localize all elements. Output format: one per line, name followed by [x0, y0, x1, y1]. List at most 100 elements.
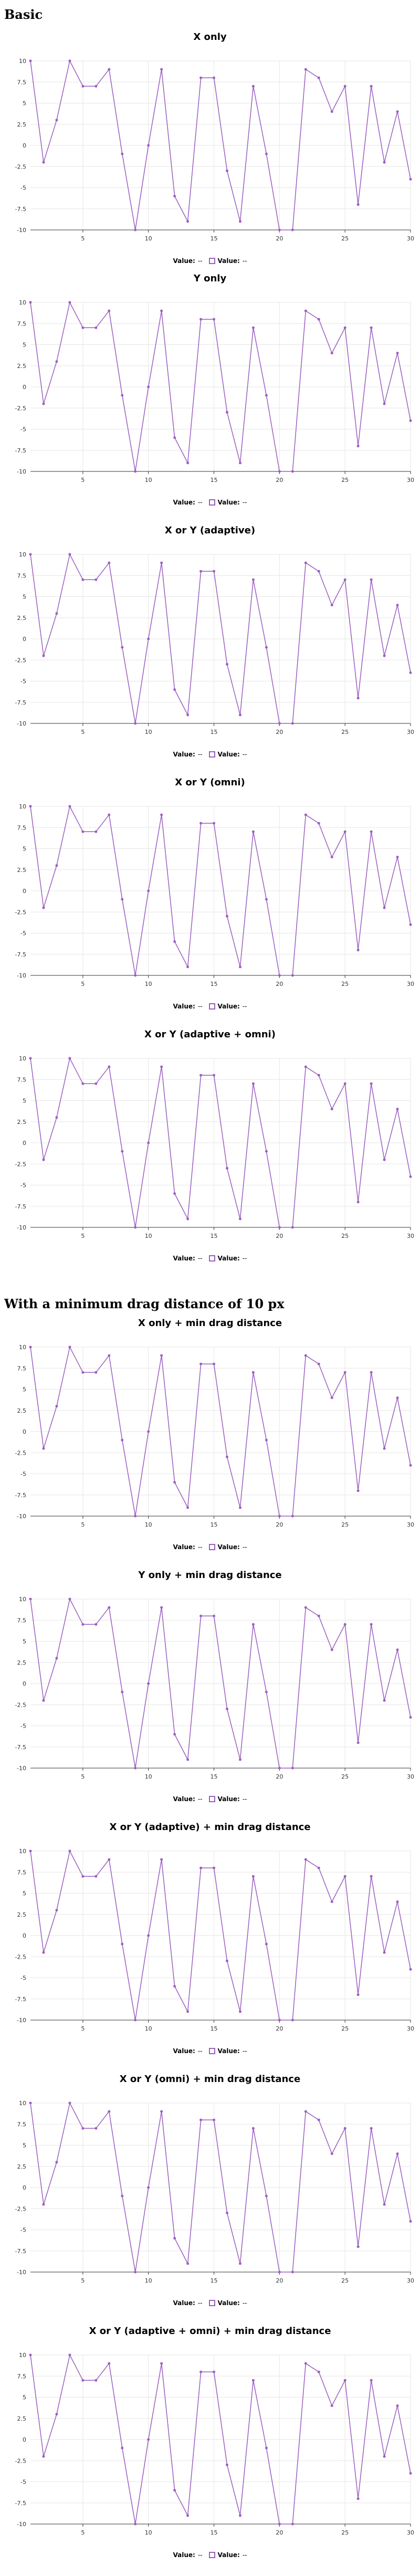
data-point[interactable] — [396, 352, 399, 355]
data-point[interactable] — [94, 1623, 98, 1626]
data-point[interactable] — [251, 2127, 255, 2130]
data-point[interactable] — [291, 1515, 294, 1518]
data-point[interactable] — [383, 402, 386, 405]
data-point[interactable] — [304, 561, 307, 564]
data-point[interactable] — [330, 856, 333, 859]
line-chart[interactable]: 10 7.5 5 2.5 0 -2.5 -5 -7.5 -10 5 10 15 20 25 30 — [0, 51, 420, 251]
data-point[interactable] — [147, 637, 150, 640]
data-point[interactable] — [186, 1506, 190, 1509]
data-point[interactable] — [68, 1345, 71, 1349]
data-point[interactable] — [108, 1065, 111, 1068]
data-point[interactable] — [68, 1849, 71, 1853]
data-point[interactable] — [356, 1993, 360, 1996]
data-point[interactable] — [55, 864, 58, 867]
data-point[interactable] — [317, 318, 320, 321]
data-point[interactable] — [29, 2101, 32, 2105]
data-point[interactable] — [213, 76, 216, 79]
data-point[interactable] — [55, 1116, 58, 1119]
data-point[interactable] — [238, 2010, 242, 2013]
data-point[interactable] — [68, 301, 71, 304]
data-point[interactable] — [200, 318, 203, 321]
data-point[interactable] — [42, 654, 45, 657]
data-point[interactable] — [213, 2370, 216, 2373]
data-point[interactable] — [147, 1430, 150, 1433]
data-point[interactable] — [108, 2110, 111, 2113]
data-point[interactable] — [396, 856, 399, 859]
data-point[interactable] — [251, 830, 255, 833]
data-point[interactable] — [291, 1767, 294, 1770]
data-point[interactable] — [265, 1438, 268, 1442]
data-point[interactable] — [42, 1158, 45, 1161]
data-point[interactable] — [396, 1648, 399, 1652]
data-point[interactable] — [317, 2118, 320, 2121]
data-point[interactable] — [409, 1716, 412, 1719]
data-point[interactable] — [42, 1951, 45, 1954]
data-point[interactable] — [186, 1217, 190, 1221]
data-point[interactable] — [265, 1942, 268, 1946]
data-point[interactable] — [29, 1849, 32, 1853]
data-point[interactable] — [317, 1866, 320, 1869]
legend-series-value[interactable]: Value: -- — [208, 256, 247, 266]
data-point[interactable] — [343, 1082, 346, 1085]
data-point[interactable] — [108, 68, 111, 71]
data-point[interactable] — [121, 1690, 124, 1694]
data-point[interactable] — [278, 2018, 281, 2022]
data-point[interactable] — [200, 1866, 203, 1869]
data-point[interactable] — [160, 309, 163, 312]
data-point[interactable] — [330, 352, 333, 355]
data-point[interactable] — [29, 805, 32, 808]
data-point[interactable] — [396, 2152, 399, 2156]
data-point[interactable] — [330, 110, 333, 113]
legend-series-value[interactable]: Value: -- — [208, 1254, 247, 1263]
data-point[interactable] — [81, 2127, 85, 2130]
legend-series-value[interactable]: Value: -- — [208, 750, 247, 759]
data-point[interactable] — [291, 974, 294, 977]
data-point[interactable] — [317, 76, 320, 79]
data-point[interactable] — [396, 1396, 399, 1400]
data-point[interactable] — [238, 220, 242, 223]
data-point[interactable] — [42, 1447, 45, 1450]
data-point[interactable] — [55, 1405, 58, 1408]
data-point[interactable] — [200, 570, 203, 573]
data-point[interactable] — [291, 2270, 294, 2274]
data-point[interactable] — [265, 1150, 268, 1153]
data-point[interactable] — [200, 1614, 203, 1617]
data-point[interactable] — [304, 1065, 307, 1068]
data-point[interactable] — [147, 2438, 150, 2441]
data-point[interactable] — [225, 411, 228, 414]
data-point[interactable] — [396, 1108, 399, 1111]
data-point[interactable] — [108, 1858, 111, 1861]
data-point[interactable] — [304, 2110, 307, 2113]
data-point[interactable] — [317, 2370, 320, 2373]
data-point[interactable] — [134, 2522, 137, 2526]
data-point[interactable] — [200, 822, 203, 825]
data-point[interactable] — [160, 2110, 163, 2113]
data-point[interactable] — [160, 813, 163, 816]
data-point[interactable] — [251, 326, 255, 329]
data-point[interactable] — [278, 1515, 281, 1518]
data-point[interactable] — [134, 974, 137, 977]
data-point[interactable] — [81, 830, 85, 833]
line-chart[interactable]: 10 7.5 5 2.5 0 -2.5 -5 -7.5 -10 5 10 15 20 25 30 — [0, 1338, 420, 1537]
line-chart[interactable]: 10 7.5 5 2.5 0 -2.5 -5 -7.5 -10 5 10 15 20 25 30 — [0, 1842, 420, 2041]
line-chart[interactable]: 10 7.5 5 2.5 0 -2.5 -5 -7.5 -10 5 10 15 20 25 30 — [0, 1590, 420, 1789]
data-point[interactable] — [317, 1362, 320, 1365]
data-point[interactable] — [200, 2370, 203, 2373]
data-point[interactable] — [134, 2018, 137, 2022]
line-chart[interactable]: 10 7.5 5 2.5 0 -2.5 -5 -7.5 -10 5 10 15 20 25 30 — [0, 2346, 420, 2545]
data-point[interactable] — [370, 1082, 373, 1085]
data-point[interactable] — [278, 974, 281, 977]
data-point[interactable] — [343, 85, 346, 88]
data-point[interactable] — [383, 654, 386, 657]
data-point[interactable] — [317, 822, 320, 825]
data-point[interactable] — [278, 1767, 281, 1770]
data-point[interactable] — [160, 1858, 163, 1861]
data-point[interactable] — [186, 965, 190, 969]
data-point[interactable] — [94, 830, 98, 833]
data-point[interactable] — [356, 2245, 360, 2248]
data-point[interactable] — [121, 1942, 124, 1946]
data-point[interactable] — [94, 1371, 98, 1374]
data-point[interactable] — [278, 228, 281, 232]
data-point[interactable] — [55, 612, 58, 615]
data-point[interactable] — [134, 722, 137, 725]
